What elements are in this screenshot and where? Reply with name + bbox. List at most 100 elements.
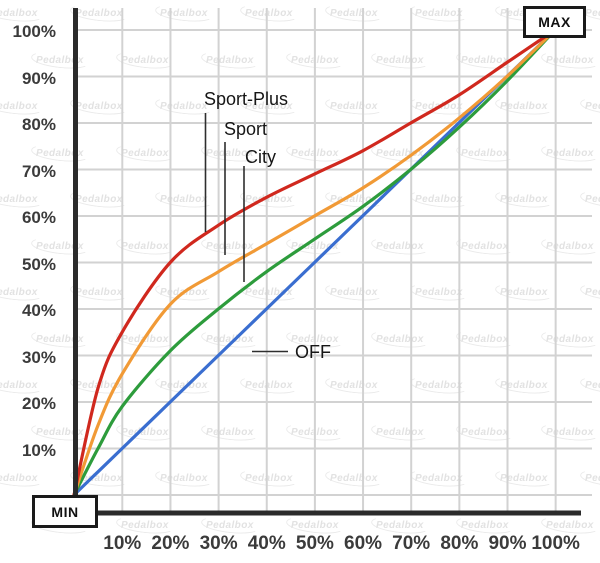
y-tick-label: 40%: [21, 301, 56, 320]
watermark-text: Pedalbox: [75, 473, 123, 484]
mode-label-sport: Sport: [224, 119, 268, 139]
watermark-text: Pedalbox: [0, 473, 38, 484]
watermark-text: Pedalbox: [376, 426, 424, 438]
watermark-text: Pedalbox: [415, 287, 463, 298]
mode-label-sport-plus: Sport-Plus: [204, 89, 289, 109]
watermark-text: Pedalbox: [500, 380, 548, 391]
watermark-text: Pedalbox: [546, 426, 594, 438]
watermark-text: Pedalbox: [415, 380, 463, 391]
watermark-text: Pedalbox: [75, 101, 123, 112]
watermark-text: Pedalbox: [546, 147, 594, 159]
min-box: MIN: [32, 495, 98, 528]
watermark-text: Pedalbox: [415, 194, 463, 205]
watermark-text: Pedalbox: [585, 101, 600, 112]
curve-sport: [72, 28, 557, 497]
curve-off: [72, 28, 557, 497]
watermark-text: Pedalbox: [291, 519, 339, 531]
watermark-text: Pedalbox: [245, 473, 293, 484]
y-tick-label: 10%: [21, 440, 56, 460]
watermark-text: Pedalbox: [206, 426, 254, 438]
watermark-text: Pedalbox: [0, 380, 38, 391]
x-tick-label: 100%: [531, 533, 580, 554]
x-tick-label: 30%: [199, 533, 238, 554]
watermark-text: Pedalbox: [121, 426, 169, 438]
watermark-text: Pedalbox: [500, 287, 548, 298]
watermark-text: Pedalbox: [500, 194, 548, 205]
x-tick-label: 80%: [440, 533, 479, 554]
watermark-text: Pedalbox: [585, 194, 600, 205]
y-tick-label: 50%: [21, 254, 56, 274]
x-tick-label: 10%: [103, 533, 142, 554]
y-tick-label: 30%: [21, 347, 56, 367]
watermark-text: Pedalbox: [585, 287, 600, 298]
watermark-text: Pedalbox: [376, 147, 424, 159]
min-label: MIN: [51, 503, 79, 520]
watermark-text: Pedalbox: [330, 194, 378, 205]
curve-city: [72, 28, 557, 497]
watermark-text: Pedalbox: [36, 333, 84, 345]
watermark-text: Pedalbox: [376, 54, 424, 66]
watermark-text: Pedalbox: [461, 426, 509, 438]
watermark-text: Pedalbox: [160, 473, 208, 484]
watermark-text: Pedalbox: [206, 54, 254, 66]
watermark-text: Pedalbox: [245, 101, 293, 112]
watermark-text: Pedalbox: [160, 380, 208, 391]
watermark-text: Pedalbox: [546, 519, 594, 531]
watermark-text: Pedalbox: [160, 194, 208, 205]
watermark-text: Pedalbox: [546, 333, 594, 345]
watermark-text: Pedalbox: [245, 287, 293, 298]
watermark-text: Pedalbox: [500, 473, 548, 484]
x-tick-label: 40%: [247, 533, 286, 554]
y-tick-label: 20%: [21, 394, 56, 413]
watermark-text: Pedalbox: [206, 147, 254, 159]
watermark-text: Pedalbox: [376, 519, 424, 531]
y-tick-label: 80%: [21, 115, 56, 134]
watermark-text: Pedalbox: [461, 519, 509, 531]
watermark-text: Pedalbox: [75, 287, 123, 298]
x-tick-label: 20%: [151, 533, 190, 554]
watermark-text: Pedalbox: [546, 54, 594, 66]
watermark-text: Pedalbox: [330, 101, 378, 112]
x-tick-label: 60%: [344, 533, 383, 554]
watermark-text: Pedalbox: [36, 240, 84, 252]
watermark-text: Pedalbox: [36, 426, 84, 438]
watermark-text: Pedalbox: [75, 8, 123, 19]
watermark-text: Pedalbox: [330, 380, 378, 391]
watermark-text: Pedalbox: [376, 333, 424, 345]
watermark-text: Pedalbox: [245, 194, 293, 205]
watermark-text: Pedalbox: [0, 194, 38, 205]
watermark-text: Pedalbox: [121, 54, 169, 66]
max-label: MAX: [538, 14, 571, 30]
watermark-text: Pedalbox: [206, 240, 254, 252]
watermark-text: Pedalbox: [0, 8, 38, 19]
watermark-text: Pedalbox: [160, 8, 208, 19]
watermark-text: Pedalbox: [585, 8, 600, 19]
watermark-text: Pedalbox: [546, 240, 594, 252]
watermark-text: Pedalbox: [206, 333, 254, 345]
y-tick-label: 90%: [21, 68, 56, 88]
x-tick-label: 70%: [392, 533, 431, 554]
watermark-text: Pedalbox: [500, 101, 548, 112]
mode-label-off: OFF: [295, 342, 331, 362]
watermark-text: Pedalbox: [121, 147, 169, 159]
watermark-text: Pedalbox: [585, 473, 600, 484]
max-box: MAX: [523, 6, 586, 38]
watermark-text: Pedalbox: [415, 8, 463, 19]
watermark-text: Pedalbox: [75, 194, 123, 205]
watermark-text: Pedalbox: [0, 101, 38, 112]
watermark-text: Pedalbox: [330, 473, 378, 484]
watermark-text: Pedalbox: [245, 8, 293, 19]
watermark-text: Pedalbox: [461, 54, 509, 66]
watermark-text: Pedalbox: [245, 380, 293, 391]
watermark-text: Pedalbox: [121, 240, 169, 252]
y-tick-label: 100%: [12, 22, 56, 41]
y-tick-label: 70%: [21, 161, 56, 181]
watermark-text: Pedalbox: [415, 473, 463, 484]
watermark-text: Pedalbox: [585, 380, 600, 391]
watermark-text: Pedalbox: [0, 287, 38, 298]
watermark-text: Pedalbox: [121, 519, 169, 531]
watermark-text: Pedalbox: [330, 8, 378, 19]
x-tick-label: 50%: [295, 533, 334, 554]
